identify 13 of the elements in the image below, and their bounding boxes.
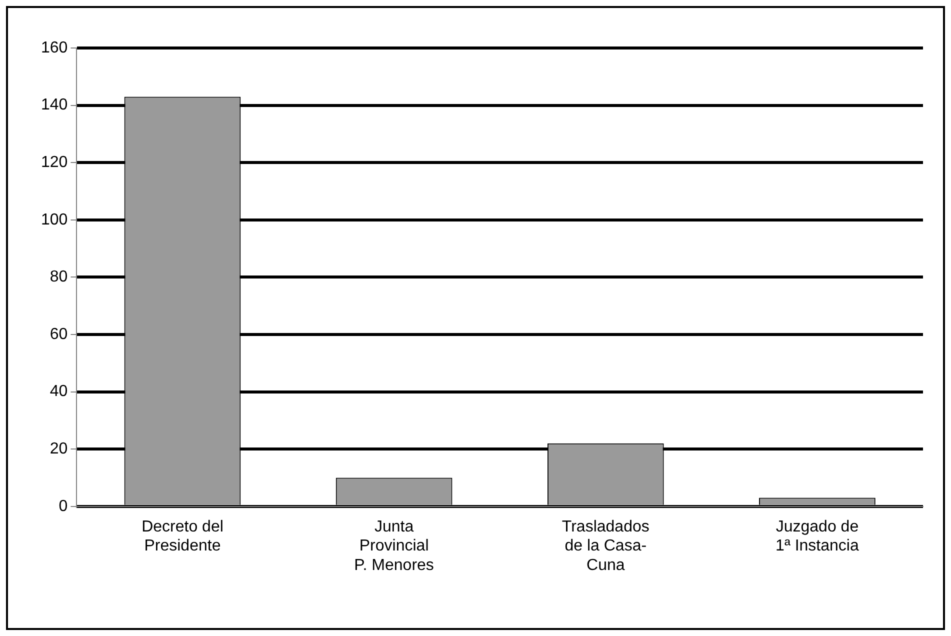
x-tick-label: Juzgado de 1ª Instancia	[776, 518, 859, 555]
y-tick-label: 160	[40, 39, 68, 56]
y-tick-label: 0	[58, 498, 68, 515]
y-tick-label: 100	[40, 211, 68, 228]
y-tick-label: 80	[50, 268, 68, 286]
y-tick-label: 60	[50, 326, 68, 343]
y-tick-label: 140	[40, 96, 68, 114]
y-tick-label: 20	[50, 440, 68, 458]
x-tick-label: Junta Provincial P. Menores	[354, 518, 434, 574]
x-tick-label: Decreto del Presidente	[142, 518, 224, 555]
y-tick-label: 40	[50, 383, 68, 400]
x-tick-label: Trasladados de la Casa-Cuna	[562, 518, 650, 574]
y-tick-label: 120	[40, 154, 68, 172]
